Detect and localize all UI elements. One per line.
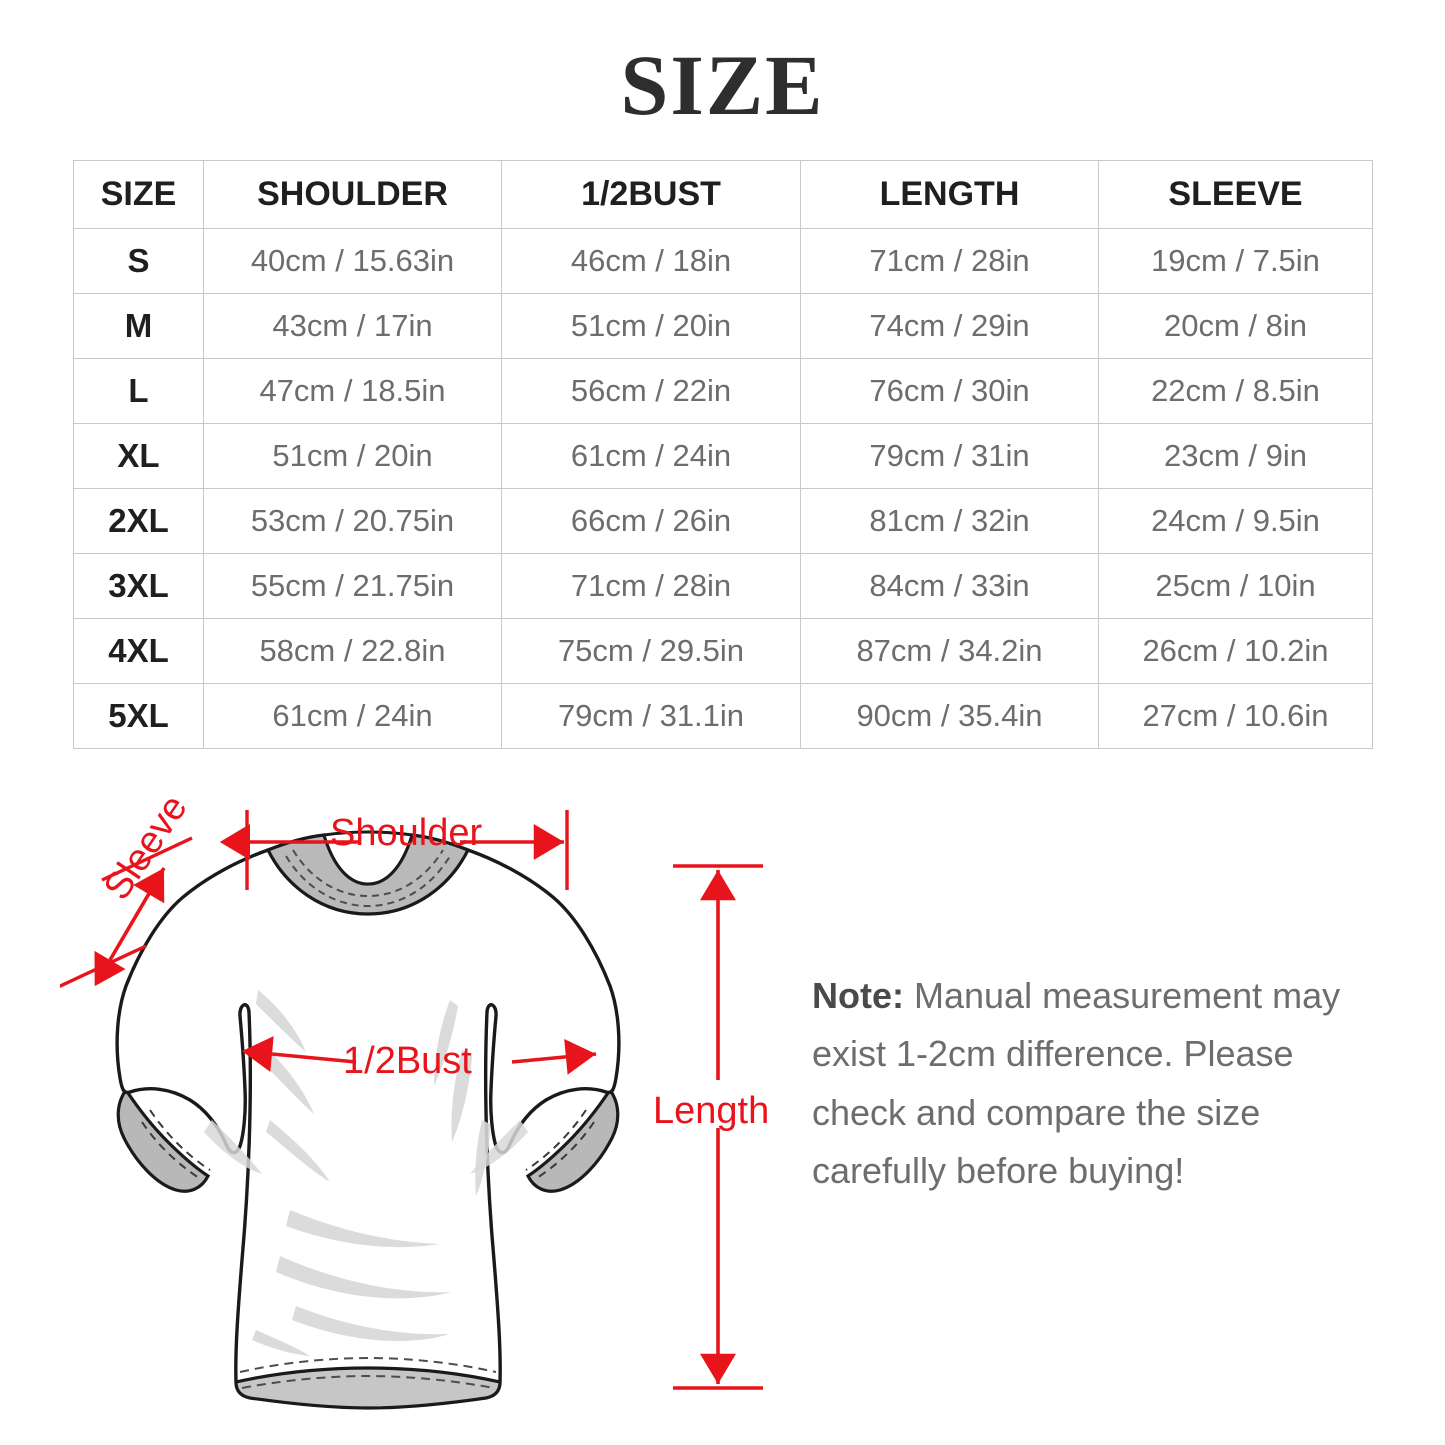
cell-bust: 51cm / 20in: [501, 293, 801, 359]
bust-arrow-left: [241, 1036, 357, 1072]
hem-stitch-2: [241, 1374, 495, 1389]
cell-sleeve: 23cm / 9in: [1098, 423, 1373, 489]
table-row: 5XL 61cm / 24in 79cm / 31.1in 90cm / 35.…: [73, 683, 1373, 749]
label-shoulder: Shoulder: [330, 812, 483, 854]
cell-length: 71cm / 28in: [800, 228, 1099, 294]
cell-shoulder: 40cm / 15.63in: [203, 228, 502, 294]
table-row: 3XL 55cm / 21.75in 71cm / 28in 84cm / 33…: [73, 553, 1373, 619]
measurement-diagram: [0, 780, 1445, 1445]
table-row: XL 51cm / 20in 61cm / 24in 79cm / 31in 2…: [73, 423, 1373, 489]
sleeve-arrow: [94, 867, 166, 987]
cell-bust: 46cm / 18in: [501, 228, 801, 294]
cell-size: L: [73, 358, 204, 424]
tshirt-illustration-icon: [115, 830, 621, 1410]
table-header-row: SIZE SHOULDER 1/2BUST LENGTH SLEEVE: [73, 160, 1373, 229]
cell-size: 3XL: [73, 553, 204, 619]
cell-shoulder: 47cm / 18.5in: [203, 358, 502, 424]
cell-size: S: [73, 228, 204, 294]
left-cuff: [116, 1087, 211, 1193]
column-header-length: LENGTH: [800, 160, 1099, 229]
cell-length: 87cm / 34.2in: [800, 618, 1099, 684]
note-text: Manual measurement may exist 1-2cm diffe…: [812, 975, 1341, 1191]
right-cuff-stitch-1: [525, 1109, 587, 1171]
column-header-shoulder: SHOULDER: [203, 160, 502, 229]
hem-stitch-1: [239, 1356, 497, 1373]
cell-size: 4XL: [73, 618, 204, 684]
sleeve-folds: [204, 1120, 528, 1174]
cell-bust: 66cm / 26in: [501, 488, 801, 554]
cell-length: 84cm / 33in: [800, 553, 1099, 619]
cell-size: M: [73, 293, 204, 359]
cell-sleeve: 25cm / 10in: [1098, 553, 1373, 619]
cell-length: 74cm / 29in: [800, 293, 1099, 359]
cell-sleeve: 20cm / 8in: [1098, 293, 1373, 359]
size-chart-table: SIZE SHOULDER 1/2BUST LENGTH SLEEVE S 40…: [73, 160, 1373, 749]
cell-length: 81cm / 32in: [800, 488, 1099, 554]
cell-sleeve: 26cm / 10.2in: [1098, 618, 1373, 684]
cell-shoulder: 51cm / 20in: [203, 423, 502, 489]
cell-bust: 79cm / 31.1in: [501, 683, 801, 749]
cell-size: XL: [73, 423, 204, 489]
label-bust: 1/2Bust: [343, 1040, 472, 1082]
cell-bust: 71cm / 28in: [501, 553, 801, 619]
table-row: L 47cm / 18.5in 56cm / 22in 76cm / 30in …: [73, 358, 1373, 424]
label-length: Length: [653, 1090, 770, 1132]
column-header-sleeve: SLEEVE: [1098, 160, 1373, 229]
table-row: M 43cm / 17in 51cm / 20in 74cm / 29in 20…: [73, 293, 1373, 359]
cell-bust: 61cm / 24in: [501, 423, 801, 489]
cell-sleeve: 24cm / 9.5in: [1098, 488, 1373, 554]
note-lead: Note:: [812, 975, 904, 1016]
cell-length: 76cm / 30in: [800, 358, 1099, 424]
left-cuff-stitch-1: [149, 1109, 211, 1171]
cell-shoulder: 61cm / 24in: [203, 683, 502, 749]
cell-shoulder: 53cm / 20.75in: [203, 488, 502, 554]
bust-arrow-right: [511, 1038, 597, 1075]
collar-stitch-inner: [292, 849, 444, 898]
column-header-size: SIZE: [73, 160, 204, 229]
cell-sleeve: 19cm / 7.5in: [1098, 228, 1373, 294]
table-row: S 40cm / 15.63in 46cm / 18in 71cm / 28in…: [73, 228, 1373, 294]
table-row: 2XL 53cm / 20.75in 66cm / 26in 81cm / 32…: [73, 488, 1373, 554]
cell-size: 2XL: [73, 488, 204, 554]
measurement-note: Note: Manual measurement may exist 1-2cm…: [812, 967, 1382, 1200]
cell-sleeve: 27cm / 10.6in: [1098, 683, 1373, 749]
measurement-annotations: [60, 810, 763, 1390]
hem-band: [234, 1366, 502, 1410]
cell-bust: 75cm / 29.5in: [501, 618, 801, 684]
cell-shoulder: 43cm / 17in: [203, 293, 502, 359]
collar-stitch-outer: [285, 855, 451, 908]
neckline: [322, 830, 414, 886]
sleeve-tick-lower: [60, 944, 147, 989]
page-title: SIZE: [620, 37, 825, 133]
table-row: 4XL 58cm / 22.8in 75cm / 29.5in 87cm / 3…: [73, 618, 1373, 684]
cell-size: 5XL: [73, 683, 204, 749]
cell-length: 79cm / 31in: [800, 423, 1099, 489]
cell-shoulder: 55cm / 21.75in: [203, 553, 502, 619]
size-chart-table-container: SIZE SHOULDER 1/2BUST LENGTH SLEEVE S 40…: [73, 160, 1373, 749]
left-cuff-stitch-2: [141, 1121, 203, 1181]
right-cuff-stitch-2: [533, 1121, 595, 1181]
cell-shoulder: 58cm / 22.8in: [203, 618, 502, 684]
column-header-bust: 1/2BUST: [501, 160, 801, 229]
right-cuff: [525, 1087, 620, 1193]
fabric-folds: [252, 990, 490, 1356]
cell-bust: 56cm / 22in: [501, 358, 801, 424]
cell-sleeve: 22cm / 8.5in: [1098, 358, 1373, 424]
cell-length: 90cm / 35.4in: [800, 683, 1099, 749]
